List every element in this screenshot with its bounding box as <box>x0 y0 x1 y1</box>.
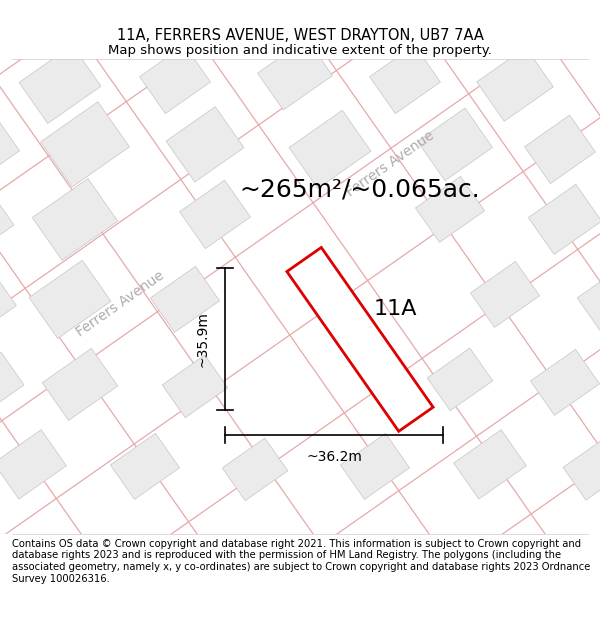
Polygon shape <box>29 260 111 339</box>
Polygon shape <box>140 45 211 114</box>
Text: 11A, FERRERS AVENUE, WEST DRAYTON, UB7 7AA: 11A, FERRERS AVENUE, WEST DRAYTON, UB7 7… <box>116 28 484 43</box>
Polygon shape <box>427 348 493 411</box>
Polygon shape <box>563 439 600 500</box>
Polygon shape <box>41 102 130 187</box>
Polygon shape <box>370 45 440 114</box>
Polygon shape <box>418 108 493 181</box>
Polygon shape <box>524 115 595 184</box>
Text: 11A: 11A <box>373 299 417 319</box>
Polygon shape <box>257 39 332 110</box>
Polygon shape <box>19 45 101 124</box>
Polygon shape <box>110 433 179 499</box>
Text: Contains OS data © Crown copyright and database right 2021. This information is : Contains OS data © Crown copyright and d… <box>12 539 590 584</box>
Polygon shape <box>179 180 250 249</box>
Polygon shape <box>0 274 16 334</box>
Polygon shape <box>529 184 600 254</box>
Polygon shape <box>577 268 600 331</box>
Polygon shape <box>0 430 67 499</box>
Polygon shape <box>454 430 526 499</box>
Polygon shape <box>222 438 288 501</box>
Polygon shape <box>0 192 14 256</box>
Polygon shape <box>415 176 485 242</box>
Polygon shape <box>530 349 599 416</box>
Polygon shape <box>162 355 228 418</box>
Text: Ferrers Avenue: Ferrers Avenue <box>343 129 437 200</box>
Polygon shape <box>42 348 118 421</box>
Text: ~265m²/~0.065ac.: ~265m²/~0.065ac. <box>239 177 481 201</box>
Polygon shape <box>0 352 24 416</box>
Polygon shape <box>32 179 118 260</box>
Polygon shape <box>476 48 553 121</box>
Text: Map shows position and indicative extent of the property.: Map shows position and indicative extent… <box>108 44 492 57</box>
Text: ~35.9m: ~35.9m <box>196 311 210 368</box>
Text: Ferrers Avenue: Ferrers Avenue <box>73 269 167 340</box>
Text: ~36.2m: ~36.2m <box>306 450 362 464</box>
Polygon shape <box>151 266 220 332</box>
Polygon shape <box>0 116 20 182</box>
Polygon shape <box>340 433 410 499</box>
Polygon shape <box>166 107 244 182</box>
Polygon shape <box>287 248 433 431</box>
Polygon shape <box>470 261 539 328</box>
Polygon shape <box>289 110 371 189</box>
